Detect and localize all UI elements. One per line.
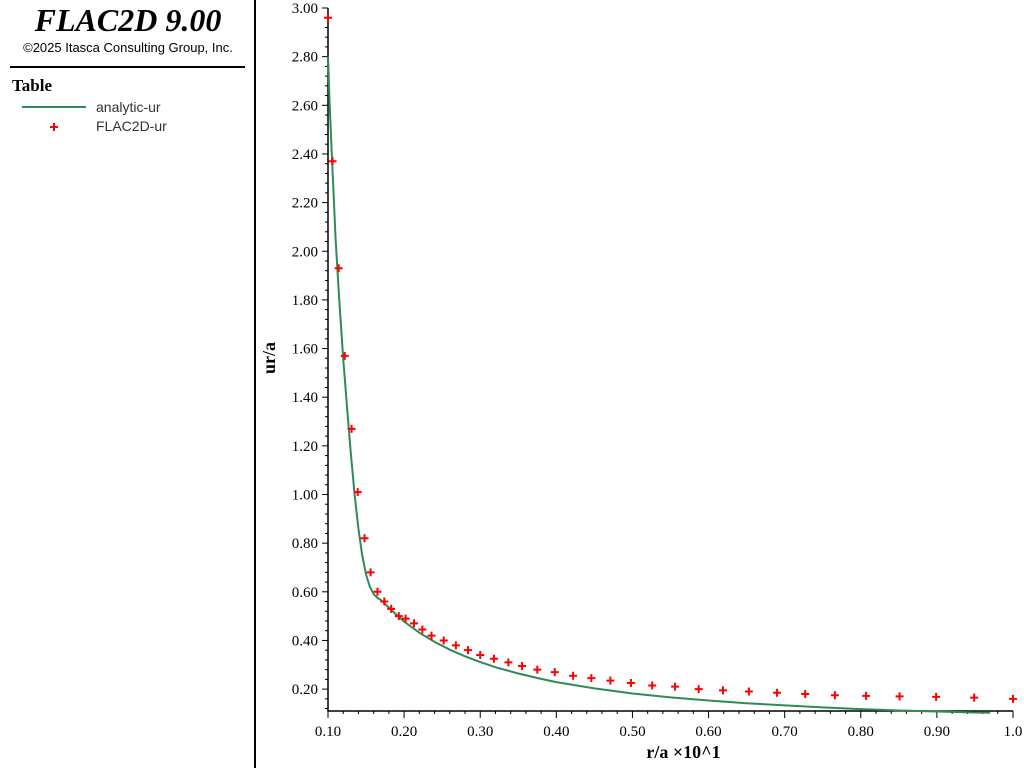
data-point-flac2d-ur: [504, 658, 513, 667]
y-tick-label: 2.40: [292, 147, 318, 163]
data-point-flac2d-ur: [694, 685, 703, 694]
x-tick-label: 0.40: [543, 724, 569, 740]
y-tick-label: 1.80: [292, 293, 318, 309]
data-point-flac2d-ur: [324, 13, 332, 22]
data-point-flac2d-ur: [970, 693, 979, 702]
data-point-flac2d-ur: [1009, 694, 1017, 703]
legend-label-flac2d-ur: FLAC2D-ur: [96, 118, 167, 134]
data-point-flac2d-ur: [626, 679, 635, 688]
copyright-text: ©2025 Itasca Consulting Group, Inc.: [23, 40, 233, 55]
data-point-flac2d-ur: [895, 692, 904, 701]
data-point-flac2d-ur: [569, 671, 578, 680]
data-point-flac2d-ur: [347, 424, 356, 433]
series-line-analytic-ur: [327, 56, 991, 714]
app-title: FLAC2D 9.00: [34, 2, 222, 38]
plus-marker-icon: [50, 123, 58, 131]
data-point-flac2d-ur: [373, 587, 382, 596]
data-point-flac2d-ur: [587, 674, 596, 683]
data-point-flac2d-ur: [410, 619, 419, 628]
x-tick-label: 0.90: [924, 724, 950, 740]
x-tick-label: 0.60: [695, 724, 721, 740]
y-tick-label: 1.60: [292, 342, 318, 358]
data-point-flac2d-ur: [366, 568, 375, 577]
legend-label-analytic-ur: analytic-ur: [96, 99, 161, 115]
y-tick-label: 0.40: [292, 633, 318, 649]
data-point-flac2d-ur: [439, 636, 448, 645]
data-point-flac2d-ur: [418, 625, 427, 634]
data-point-flac2d-ur: [489, 654, 498, 663]
x-tick-label: 0.30: [467, 724, 493, 740]
data-point-flac2d-ur: [719, 686, 728, 695]
x-axis-title: r/a ×10^1: [646, 742, 720, 762]
chart: 0.20 0.40 0.60 0.80 1.00 1.20 1.40 1.60 1.80 2.00…: [259, 1, 1023, 762]
data-point-flac2d-ur: [801, 689, 810, 698]
data-point-flac2d-ur: [464, 646, 473, 655]
data-point-flac2d-ur: [401, 614, 410, 623]
data-point-flac2d-ur: [451, 641, 460, 650]
x-tick-label: 0.80: [848, 724, 874, 740]
x-tick-label: 0.70: [772, 724, 798, 740]
data-point-flac2d-ur: [744, 687, 753, 696]
data-point-flac2d-ur: [380, 597, 389, 606]
data-point-flac2d-ur: [360, 534, 369, 543]
data-point-flac2d-ur: [340, 351, 349, 360]
data-point-flac2d-ur: [862, 691, 871, 700]
data-point-flac2d-ur: [648, 681, 657, 690]
data-point-flac2d-ur: [550, 668, 559, 677]
data-point-flac2d-ur: [671, 682, 680, 691]
data-point-flac2d-ur: [773, 688, 782, 697]
x-tick-label: 1.0: [1004, 724, 1023, 740]
y-tick-label: 3.00: [292, 1, 318, 17]
y-tick-label: 2.20: [292, 196, 318, 212]
data-point-flac2d-ur: [476, 651, 485, 660]
y-tick-label: 1.20: [292, 439, 318, 455]
data-point-flac2d-ur: [387, 604, 396, 613]
y-tick-label: 0.20: [292, 682, 318, 698]
y-tick-label: 2.00: [292, 244, 318, 260]
y-tick-label: 1.00: [292, 488, 318, 504]
data-point-flac2d-ur: [353, 488, 362, 497]
legend-title: Table: [12, 76, 53, 95]
legend-item-flac2d-ur: FLAC2D-ur: [0, 118, 250, 136]
data-point-flac2d-ur: [932, 692, 941, 701]
data-point-flac2d-ur: [830, 691, 839, 700]
data-point-flac2d-ur: [334, 264, 343, 273]
data-point-flac2d-ur: [606, 676, 615, 685]
legend-divider: [10, 66, 245, 68]
data-point-flac2d-ur: [427, 631, 436, 640]
data-point-flac2d-ur: [533, 665, 542, 674]
x-tick-label: 0.50: [619, 724, 645, 740]
y-tick-label: 0.60: [292, 585, 318, 601]
y-tick-label: 0.80: [292, 536, 318, 552]
y-tick-label: 2.60: [292, 98, 318, 114]
y-tick-label: 2.80: [292, 50, 318, 66]
legend-item-analytic-ur: analytic-ur: [0, 99, 250, 117]
x-tick-label: 0.10: [315, 724, 341, 740]
y-axis-title: ur/a: [259, 342, 279, 374]
data-point-flac2d-ur: [394, 612, 403, 621]
data-point-flac2d-ur: [328, 157, 337, 166]
y-tick-label: 1.40: [292, 390, 318, 406]
plot-area: 0.20 0.40 0.60 0.80 1.00 1.20 1.40 1.60 1.80 2.00…: [257, 0, 1024, 768]
data-point-flac2d-ur: [518, 661, 527, 670]
legend-panel: FLAC2D 9.00 ©2025 Itasca Consulting Grou…: [0, 0, 256, 768]
x-tick-label: 0.20: [391, 724, 417, 740]
line-swatch-icon: [22, 106, 86, 108]
